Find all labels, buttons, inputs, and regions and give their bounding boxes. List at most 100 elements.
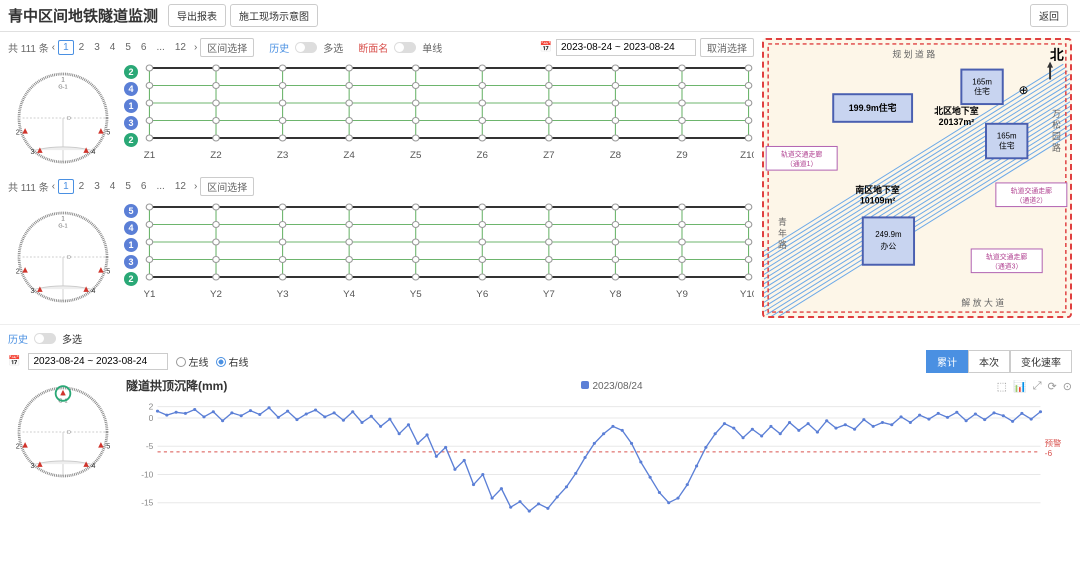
section-name-label: 断面名 [358,40,388,55]
svg-text:Y3: Y3 [277,288,289,299]
svg-text:199.9m住宅: 199.9m住宅 [849,102,897,113]
export-button[interactable]: 导出报表 [168,4,226,27]
svg-text:（通道3）: （通道3） [991,262,1022,271]
svg-text:5: 5 [106,267,110,276]
svg-text:北区地下室: 北区地下室 [934,105,978,116]
svg-text:Z9: Z9 [676,149,687,160]
cross-section-diagram-top: 1G-1O2345 [8,63,118,173]
tab-cumulative[interactable]: 累计 [926,350,968,373]
svg-text:青 年 路: 青 年 路 [777,216,787,250]
svg-text:Y5: Y5 [410,288,422,299]
svg-text:Z8: Z8 [610,149,621,160]
chart-tool-icon-3[interactable]: ⤢ [1033,380,1042,393]
svg-text:3: 3 [30,461,34,470]
chart-tool-icon-1[interactable]: ⬚ [997,380,1007,393]
svg-text:-5: -5 [146,442,154,451]
section-toggle[interactable] [394,42,416,53]
settlement-chart[interactable]: 20-5-10-15预警-6 [126,396,1072,526]
svg-text:解 放 大 道: 解 放 大 道 [961,297,1004,308]
chart-history-toggle[interactable] [34,333,56,344]
svg-text:Y2: Y2 [210,288,222,299]
svg-text:3: 3 [30,286,34,295]
svg-text:Z6: Z6 [477,149,488,160]
cross-section-diagram-bottom: 1G-1O2345 [8,202,118,312]
tab-current[interactable]: 本次 [968,350,1010,373]
svg-text:2: 2 [16,442,20,451]
row-badges-bottom: 54132 [124,202,138,288]
svg-text:Y8: Y8 [609,288,621,299]
svg-text:165m: 165m [972,77,992,86]
svg-text:Z4: Z4 [343,149,354,160]
history-toggle[interactable] [295,42,317,53]
svg-text:（通道2）: （通道2） [1016,196,1047,205]
svg-text:预警: 预警 [1045,438,1062,448]
page-title: 青中区间地铁隧道监测 [8,5,158,26]
svg-text:4: 4 [91,461,95,470]
chart-date-input[interactable] [28,353,168,370]
calendar-icon: 📅 [540,42,552,53]
svg-text:O: O [67,430,72,436]
svg-text:⊕: ⊕ [1019,83,1029,97]
svg-text:住宅: 住宅 [999,140,1015,150]
history-label: 历史 [269,40,289,55]
svg-text:4: 4 [91,286,95,295]
pager-next-icon[interactable]: › [194,42,197,53]
svg-text:1: 1 [61,215,65,222]
svg-text:Y4: Y4 [343,288,355,299]
chart-tool-icon-2[interactable]: 📊 [1013,380,1027,393]
svg-text:2: 2 [16,267,20,276]
pager-prev-icon-2[interactable]: ‹ [52,181,55,192]
tab-rate[interactable]: 变化速率 [1010,350,1072,373]
chart-toolbar: ⬚ 📊 ⤢ ⟳ ⊙ [997,380,1072,393]
radio-right-line[interactable]: 右线 [216,354,248,369]
back-button[interactable]: 返回 [1030,4,1068,27]
row-badges-top: 24132 [124,63,138,149]
tunnel-grid-top[interactable]: Z1Z2Z3Z4Z5Z6Z7Z8Z9Z10 [144,63,754,163]
svg-text:-15: -15 [141,499,154,508]
svg-text:Y1: Y1 [144,288,155,299]
svg-text:Z1: Z1 [144,149,155,160]
pager-bottom[interactable]: 123456...12 [58,181,191,192]
total-count-2: 共 111 条 [8,179,49,194]
svg-text:0: 0 [149,414,154,423]
section-select-button-2[interactable]: 区间选择 [200,177,254,196]
svg-text:O: O [67,255,72,261]
date-range-input[interactable] [556,39,696,56]
sitemap-button[interactable]: 施工现场示意图 [230,4,318,27]
single-label: 单线 [422,40,442,55]
tunnel-grid-bottom[interactable]: Y1Y2Y3Y4Y5Y6Y7Y8Y9Y10 [144,202,754,302]
calendar-icon-2: 📅 [8,356,20,367]
pager-prev-icon[interactable]: ‹ [52,42,55,53]
svg-text:南区地下室: 南区地下室 [855,184,899,195]
pager-top[interactable]: 123456...12 [58,42,191,53]
svg-text:Z10: Z10 [740,149,754,160]
chart-tool-icon-5[interactable]: ⊙ [1063,380,1072,393]
svg-text:165m: 165m [997,132,1017,141]
svg-text:Y7: Y7 [543,288,555,299]
radio-left-line[interactable]: 左线 [176,354,208,369]
chart-history-label: 历史 [8,331,28,346]
top-toolbar: 共 111 条 ‹ 123456...12 › 区间选择 历史 多选 断面名 单… [8,38,754,57]
svg-text:轨道交通走廊: 轨道交通走廊 [1011,186,1052,195]
svg-text:Z5: Z5 [410,149,421,160]
svg-text:Y10: Y10 [740,288,754,299]
svg-text:5: 5 [106,442,110,451]
svg-text:5: 5 [106,128,110,137]
svg-text:轨道交通走廊: 轨道交通走廊 [986,252,1027,261]
section-select-button[interactable]: 区间选择 [200,38,254,57]
cancel-select-button[interactable]: 取消选择 [700,38,754,57]
pager-row-bottom: 共 111 条 ‹ 123456...12 › 区间选择 [8,177,754,196]
chart-tool-icon-4[interactable]: ⟳ [1048,380,1057,393]
svg-text:万 松 园 路: 万 松 园 路 [1051,109,1061,153]
svg-text:G-1: G-1 [58,85,67,91]
svg-text:Z3: Z3 [277,149,288,160]
total-count: 共 111 条 [8,40,49,55]
svg-text:3: 3 [30,147,34,156]
svg-text:办公: 办公 [881,241,897,251]
svg-text:规 划 道 路: 规 划 道 路 [892,49,935,60]
svg-text:-6: -6 [1045,449,1053,458]
svg-text:20137m²: 20137m² [939,117,975,127]
pager-next-icon-2[interactable]: › [194,181,197,192]
svg-text:住宅: 住宅 [974,86,990,96]
svg-text:Y6: Y6 [476,288,488,299]
